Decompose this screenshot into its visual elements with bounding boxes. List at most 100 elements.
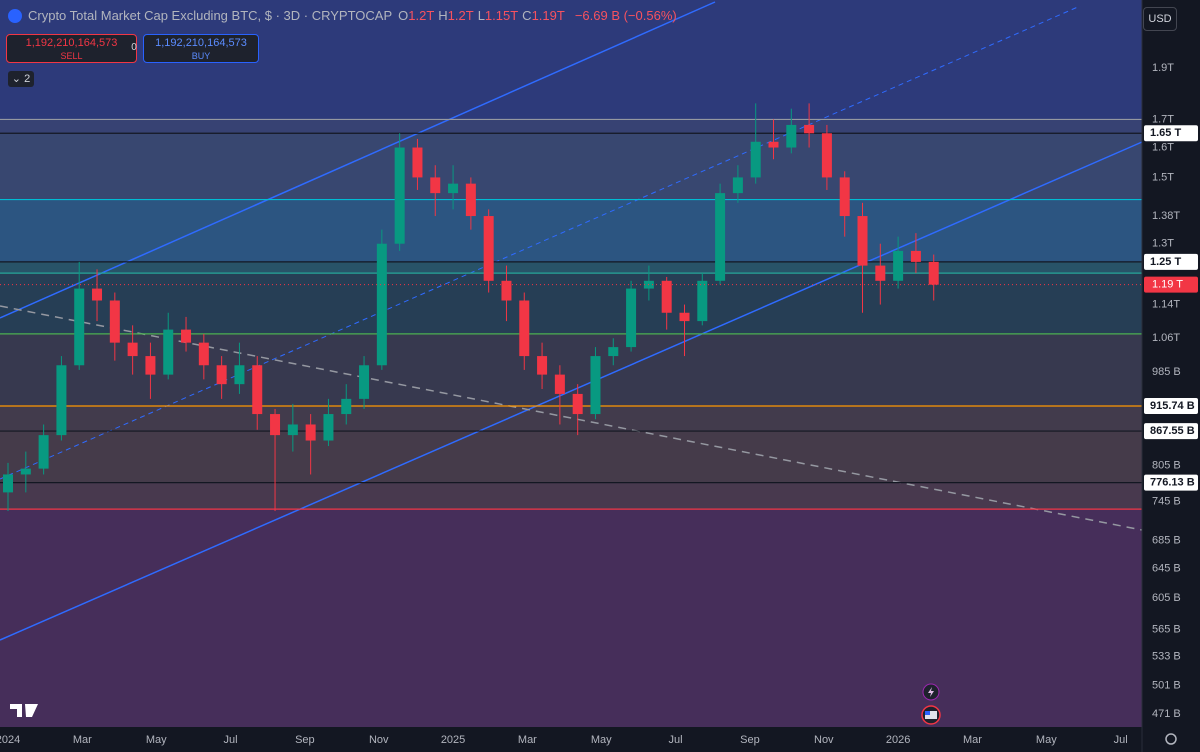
candle-body [3, 474, 14, 493]
ohlc-key: L [477, 8, 485, 23]
channel-middle [0, 5, 1081, 480]
x-tick-label: Jul [669, 734, 683, 746]
candle-body [590, 356, 601, 415]
candle-body [910, 250, 921, 262]
candle-body [501, 280, 512, 301]
y-tick-label: 533 B [1152, 651, 1181, 663]
tv-logo [10, 704, 38, 717]
change: −6.69 B (−0.56%) [574, 8, 677, 23]
ohlc-value: 1.19T [531, 8, 565, 23]
level-label-box [1144, 253, 1198, 270]
ohlc-value: 1.2T [447, 8, 474, 23]
ohlc-value: 1.15T [484, 8, 519, 23]
y-tick-label: 1.6T [1152, 141, 1174, 153]
sell-label: SELL [60, 51, 83, 61]
indicators-toggle[interactable]: ⌄ 2 [8, 71, 34, 87]
y-tick-label: 1.3T [1152, 238, 1174, 250]
last-price-label: 1.19 T [1152, 279, 1183, 291]
level-label: 1.25 T [1150, 256, 1181, 268]
candle-body [92, 288, 103, 301]
zone [0, 509, 1142, 727]
x-tick-label: Mar [963, 734, 982, 746]
candle-body [323, 414, 334, 441]
y-tick-label: 685 B [1152, 534, 1181, 546]
x-tick-label: Nov [369, 734, 389, 746]
y-tick-label: 645 B [1152, 562, 1181, 574]
candle-body [661, 280, 672, 313]
y-tick-label: 471 B [1152, 708, 1181, 720]
y-tick-label: 985 B [1152, 366, 1181, 378]
candle-body [465, 183, 476, 217]
indicator-count: 2 [24, 73, 31, 85]
level-label-box [1144, 125, 1198, 142]
candle-body [198, 342, 209, 366]
candle-body [287, 424, 298, 436]
axis-labels: 1.9T 1.7T 1.6T 1.5T 1.38T 1.3T 1.14T 1.06T 985 B… [0, 62, 1198, 746]
level-label-box [1144, 423, 1198, 440]
sell-button[interactable]: 1,192,210,164,573 SELL [6, 34, 137, 63]
currency-button[interactable]: USD [1143, 7, 1177, 31]
x-tick-label: 2024 [0, 734, 20, 746]
level-label: 915.74 B [1150, 400, 1195, 412]
candle-body [181, 329, 192, 343]
candle-body [74, 288, 85, 366]
zone [0, 482, 1142, 510]
lightning [928, 687, 934, 697]
candle-body [928, 261, 939, 285]
candle-body [376, 243, 387, 366]
level-label-box [1144, 474, 1198, 491]
candle-body [270, 414, 281, 436]
zone [0, 261, 1142, 274]
candle-body [412, 147, 423, 178]
x-tick-label: May [146, 734, 167, 746]
candle-body [875, 265, 886, 281]
trend-line [0, 305, 1143, 531]
channel-upper [0, 1, 716, 319]
symbol-icon [8, 8, 22, 23]
level-label: 776.13 B [1150, 477, 1195, 489]
y-tick-label: 805 B [1152, 460, 1181, 472]
settings-icon[interactable] [1165, 733, 1177, 745]
symbol: Crypto Total Market Cap Excluding BTC, $… [28, 8, 393, 23]
buy-price: 1,192,210,164,573 [155, 37, 247, 49]
flag-canton [925, 711, 930, 715]
zones [0, 119, 1142, 727]
zone [0, 333, 1142, 407]
candle-body [252, 365, 263, 415]
x-tick-label: 2026 [886, 734, 910, 746]
y-tick-label: 605 B [1152, 592, 1181, 604]
sell-price: 1,192,210,164,573 [25, 37, 118, 49]
drawings [0, 1, 1143, 641]
ohlc: O1.2T H1.2T L1.15T C1.19T [398, 8, 569, 23]
candle-body [804, 124, 815, 134]
y-tick-label: 745 B [1152, 496, 1181, 508]
buy-button[interactable]: 1,192,210,164,573 BUY [143, 34, 259, 63]
x-tick-label: 2025 [441, 734, 465, 746]
level-label: 1.65 T [1150, 127, 1181, 139]
x-tick-label: May [591, 734, 612, 746]
y-tick-label: 501 B [1152, 679, 1181, 691]
candle-body [430, 177, 441, 194]
level-label: 867.55 B [1150, 425, 1195, 437]
zone [0, 133, 1142, 200]
candle-body [857, 216, 868, 266]
candle-body [839, 177, 850, 217]
channel-lower [0, 141, 1143, 641]
candle-body [145, 356, 156, 375]
candle-body [163, 329, 174, 375]
x-tick-label: Nov [814, 734, 834, 746]
x-tick-label: Mar [73, 734, 92, 746]
x-tick-label: Mar [518, 734, 537, 746]
candle-body [608, 347, 619, 357]
time-axis [0, 727, 1142, 752]
y-tick-label: 1.5T [1152, 171, 1174, 183]
candle-body [109, 300, 120, 343]
candle-body [732, 177, 743, 194]
x-tick-label: Jul [1114, 734, 1128, 746]
level-label-box [1144, 398, 1198, 415]
candle-body [234, 365, 245, 385]
candles [0, 103, 1142, 512]
candle-body [786, 124, 797, 148]
ohlc-key: C [522, 8, 532, 23]
ohlc-key: H [438, 8, 448, 23]
